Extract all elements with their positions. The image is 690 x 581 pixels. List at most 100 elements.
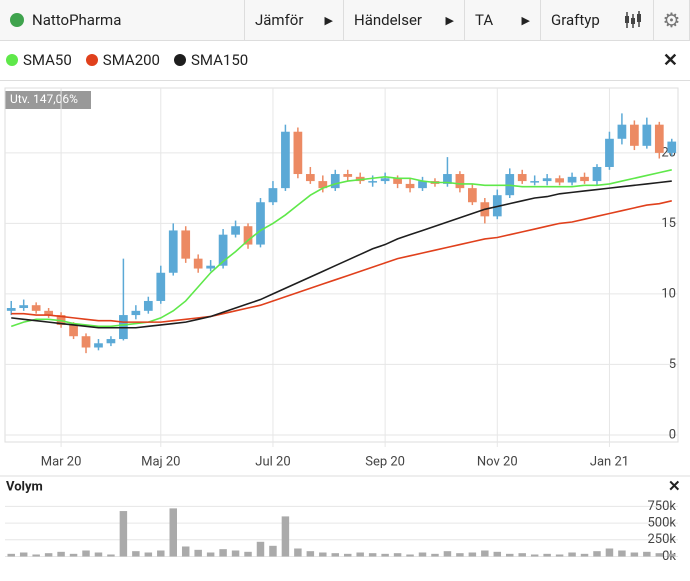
candle-body xyxy=(218,234,228,266)
volume-bar xyxy=(605,548,614,557)
candle-body xyxy=(430,181,440,184)
volume-bar xyxy=(655,553,664,557)
volume-bar xyxy=(443,551,452,557)
y-tick-label: 15 xyxy=(661,216,676,231)
charttype-button[interactable]: Graftyp xyxy=(541,0,654,40)
y-tick-label: 5 xyxy=(669,357,676,372)
volume-bar xyxy=(32,554,40,557)
volume-bar xyxy=(231,550,240,557)
candle-body xyxy=(517,174,527,182)
ta-button[interactable]: TA ▶ xyxy=(465,0,541,40)
x-tick-label: Jan 21 xyxy=(590,454,629,469)
legend-label: SMA50 xyxy=(23,51,72,69)
volume-bar xyxy=(518,553,526,557)
legend-label: SMA150 xyxy=(191,51,249,69)
volume-bar xyxy=(618,550,626,557)
y-tick-label: 20 xyxy=(661,145,676,160)
volume-bar xyxy=(94,552,103,557)
events-button[interactable]: Händelser ▶ xyxy=(344,0,465,40)
candle-body xyxy=(343,174,353,177)
volume-bar xyxy=(144,552,153,557)
volume-bar xyxy=(331,553,340,557)
candle-body xyxy=(467,188,477,203)
legend-label: SMA200 xyxy=(102,51,160,69)
candle-body xyxy=(156,272,166,301)
candle-body xyxy=(293,131,303,175)
volume-bar xyxy=(181,546,190,557)
candle-body xyxy=(106,339,116,344)
candle-body xyxy=(268,188,278,203)
candle-body xyxy=(243,226,253,245)
candle-body xyxy=(617,124,627,139)
annotation: Utv. 147,06% xyxy=(10,92,78,106)
candle-body xyxy=(206,265,216,269)
volume-bar xyxy=(568,552,576,557)
legend-item: SMA150 xyxy=(174,51,248,69)
settings-button[interactable]: ⚙ xyxy=(654,0,690,40)
volume-bar xyxy=(44,553,53,557)
candle-body xyxy=(530,181,540,183)
candle-body xyxy=(143,300,153,311)
instrument[interactable]: NattoPharma xyxy=(0,0,245,40)
volume-bar xyxy=(381,553,389,557)
candle-body xyxy=(6,308,16,311)
candle-body xyxy=(542,178,552,182)
annotation-box xyxy=(5,91,91,109)
legend-swatch xyxy=(6,54,18,66)
candle-body xyxy=(667,141,677,153)
volume-bar xyxy=(593,551,601,557)
candle-body xyxy=(281,131,290,189)
candle-body xyxy=(330,174,340,189)
candle-body xyxy=(94,343,103,348)
volume-bar xyxy=(555,554,564,557)
candle-body xyxy=(505,174,515,196)
candle-body xyxy=(19,305,29,309)
volume-bar xyxy=(132,551,140,557)
candle-body xyxy=(580,176,589,182)
volume-bar xyxy=(668,553,676,557)
volume-bar xyxy=(580,553,589,557)
candle-body xyxy=(455,174,465,189)
y-tick-label: 0k xyxy=(662,549,676,564)
button-label: TA xyxy=(475,11,494,29)
candle-body xyxy=(305,174,315,182)
volume-bar xyxy=(194,549,202,557)
volume-bar xyxy=(206,552,215,557)
volume-bar xyxy=(19,552,28,557)
candle-body xyxy=(256,202,265,245)
candle-body xyxy=(56,315,66,325)
candle-body xyxy=(81,336,91,348)
gear-icon: ⚙ xyxy=(662,8,681,32)
x-tick-label: Nov 20 xyxy=(477,454,518,469)
arrow: ▶ xyxy=(521,13,530,27)
y-tick-label: 750k xyxy=(647,499,676,514)
volume-bar xyxy=(269,545,277,557)
volume-bar xyxy=(157,550,165,557)
candle-body xyxy=(318,181,328,189)
volume-bar xyxy=(356,552,364,557)
candle-body xyxy=(492,195,502,217)
candle-body xyxy=(642,124,652,146)
y-tick-label: 250k xyxy=(647,532,676,547)
candle-icon xyxy=(625,11,641,28)
candle-body xyxy=(69,324,78,337)
volume-bar xyxy=(456,553,464,557)
candle-body xyxy=(168,230,178,273)
candle-body xyxy=(567,176,577,183)
candle-body xyxy=(193,258,203,269)
compare-button[interactable]: Jämför ▶ xyxy=(245,0,344,40)
x-tick-label: Jul 20 xyxy=(255,454,290,469)
candle-body xyxy=(31,305,41,311)
volume-bar xyxy=(431,553,439,557)
candle-body xyxy=(480,202,490,217)
y-tick-label: 500k xyxy=(647,516,676,531)
volume-bar xyxy=(406,554,414,557)
volume-bar xyxy=(530,554,539,557)
plot-frame xyxy=(4,87,679,443)
close-legend[interactable]: ✕ xyxy=(662,49,678,71)
volume-bar xyxy=(69,553,78,557)
volume-bar xyxy=(294,548,302,557)
volume-bar xyxy=(493,551,502,557)
